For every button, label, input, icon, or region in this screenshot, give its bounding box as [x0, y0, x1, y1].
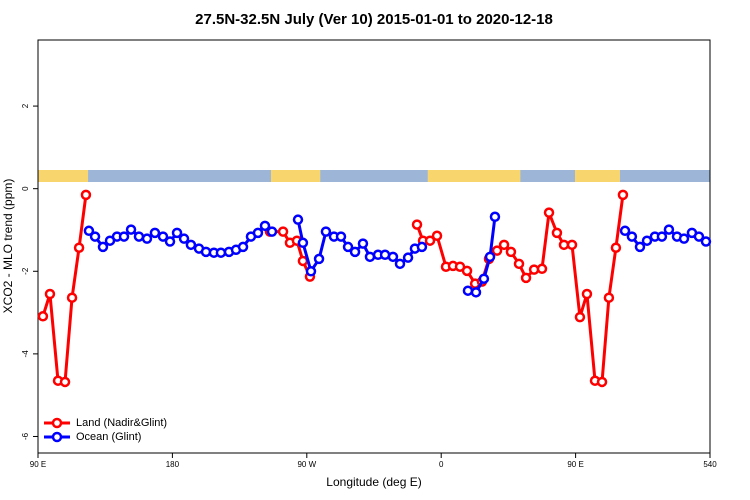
point — [596, 376, 608, 388]
x-tick-label: 0 — [439, 460, 444, 469]
point — [252, 227, 264, 239]
point — [626, 231, 638, 242]
point — [634, 241, 646, 253]
point — [83, 225, 95, 237]
point — [462, 285, 474, 296]
point — [59, 376, 71, 388]
point — [66, 292, 78, 303]
land-strip — [270, 170, 321, 182]
point — [574, 311, 586, 323]
y-tick-label: -2 — [21, 267, 30, 275]
point — [364, 251, 376, 263]
point — [656, 231, 668, 242]
point — [305, 266, 317, 277]
y-tick-label: -4 — [21, 350, 30, 358]
x-tick-label: 90 E — [567, 460, 583, 469]
point — [581, 288, 593, 300]
point — [387, 251, 399, 263]
x-axis-label: Longitude (deg E) — [326, 475, 421, 489]
point — [266, 226, 278, 237]
point — [342, 241, 354, 253]
land-strip — [575, 170, 620, 182]
point — [558, 239, 570, 251]
point — [171, 227, 183, 239]
point — [73, 242, 85, 253]
point — [461, 265, 473, 277]
x-tick-label: 180 — [166, 460, 180, 469]
point — [185, 239, 197, 251]
point — [89, 231, 101, 242]
plot-frame — [37, 39, 711, 454]
point — [80, 189, 92, 201]
point — [411, 219, 423, 230]
point — [489, 211, 501, 223]
legend-marker — [51, 431, 63, 443]
legend-label: Ocean (Glint) — [76, 431, 141, 443]
point — [478, 273, 490, 284]
point — [617, 189, 629, 201]
point — [416, 241, 428, 253]
point — [178, 233, 190, 244]
point — [402, 252, 414, 263]
point — [320, 226, 332, 237]
point — [259, 220, 271, 232]
point — [335, 231, 347, 242]
chart-title: 27.5N-32.5N July (Ver 10) 2015-01-01 to … — [195, 11, 553, 28]
land-strip — [38, 170, 89, 182]
point — [157, 231, 169, 242]
point — [513, 258, 525, 270]
point — [164, 236, 176, 247]
x-tick-label: 90 E — [30, 460, 46, 469]
point — [357, 238, 369, 249]
x-tick-label: 90 W — [297, 460, 316, 469]
point — [125, 224, 137, 235]
point — [215, 247, 227, 258]
point — [505, 246, 517, 258]
point — [141, 233, 153, 244]
point — [133, 231, 145, 242]
point — [610, 242, 622, 253]
point — [394, 258, 406, 270]
point — [277, 226, 289, 237]
point — [700, 236, 712, 247]
y-tick-label: 0 — [21, 186, 30, 191]
point — [149, 227, 161, 239]
series-line — [41, 194, 625, 384]
point — [313, 253, 325, 265]
point — [44, 288, 56, 300]
point — [663, 224, 675, 235]
point — [297, 237, 309, 249]
point — [118, 231, 130, 242]
point — [641, 235, 653, 246]
point — [97, 241, 109, 253]
legend-marker — [51, 417, 63, 429]
point — [678, 233, 690, 244]
point — [491, 245, 503, 256]
point — [424, 235, 436, 246]
point — [292, 214, 304, 225]
y-tick-label: 2 — [21, 103, 30, 108]
point — [619, 225, 631, 237]
point — [566, 239, 578, 251]
point — [237, 241, 249, 253]
point — [349, 246, 361, 258]
point — [536, 263, 548, 275]
point — [37, 311, 49, 322]
point — [551, 227, 563, 239]
point — [603, 292, 615, 303]
land-strip — [427, 170, 521, 182]
legend-label: Land (Nadir&Glint) — [76, 417, 167, 429]
y-axis-label: XCO2 - MLO trend (ppm) — [1, 179, 15, 314]
point — [431, 230, 443, 242]
ocean-strip — [38, 170, 710, 182]
y-tick-label: -6 — [21, 432, 30, 440]
x-tick-label: 540 — [703, 460, 717, 469]
point — [470, 287, 482, 298]
point — [498, 239, 510, 251]
point — [693, 231, 705, 242]
point — [520, 272, 532, 284]
point — [484, 251, 496, 263]
point — [543, 207, 555, 218]
